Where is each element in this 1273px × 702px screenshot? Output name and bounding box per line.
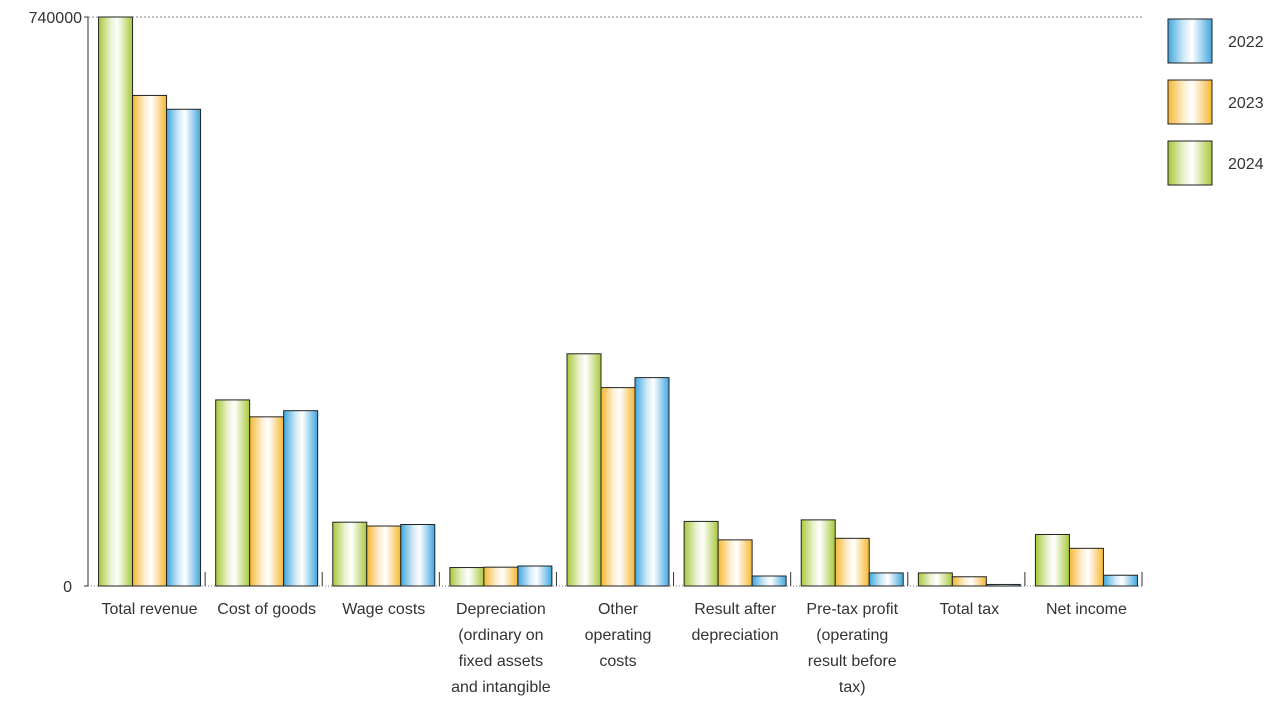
bar-2024-2 [332, 521, 368, 587]
bar-2023-4 [600, 387, 636, 587]
bar-2024-0 [98, 16, 134, 587]
bar-2022-6 [868, 572, 904, 587]
x-tick-label-0: Total revenue [102, 601, 198, 618]
bar-2023-2 [366, 525, 402, 587]
y-tick-label-max: 740000 [29, 10, 82, 27]
bar-2024-7 [917, 572, 953, 587]
x-tick-label-4: Other operating costs [585, 601, 652, 670]
legend-swatch-2024 [1167, 140, 1213, 186]
bar-2023-1 [249, 416, 285, 587]
bar-2023-5 [717, 539, 753, 587]
bar-2023-6 [834, 537, 870, 587]
bar-2023-7 [951, 576, 987, 587]
bar-2024-6 [800, 519, 836, 587]
bars-layer [98, 16, 1138, 587]
bar-2022-4 [634, 377, 670, 587]
bar-2022-2 [400, 523, 436, 587]
bar-2024-3 [449, 567, 485, 587]
x-tick-label-2: Wage costs [342, 601, 425, 618]
bar-2023-3 [483, 566, 519, 587]
bar-2022-7 [985, 583, 1021, 587]
category-labels: Total revenue Cost of goods Wage costs Depr… [102, 572, 1143, 696]
x-tick-label-8: Net income [1046, 601, 1127, 618]
legend-label-2022: 2022 [1228, 34, 1264, 51]
bar-2022-5 [751, 575, 787, 587]
legend-swatch-2022 [1167, 18, 1213, 64]
y-tick-label-min: 0 [63, 579, 72, 596]
bar-2022-3 [517, 565, 553, 587]
bar-2024-4 [566, 353, 602, 587]
bar-2024-1 [215, 399, 251, 587]
legend-label-2024: 2024 [1228, 156, 1264, 173]
x-tick-label-5: Result after depreciation [692, 601, 779, 644]
legend-label-2023: 2023 [1228, 95, 1264, 112]
x-tick-label-3: Depreciation (ordinary on fixed assets and … [451, 601, 551, 696]
x-tick-label-6: Pre-tax profit (operating result before tax… [806, 601, 898, 696]
x-tick-label-7: Total tax [940, 601, 1000, 618]
bar-2022-1 [283, 410, 319, 587]
legend: 2022 2023 2024 [1167, 18, 1264, 186]
x-tick-label-1: Cost of goods [217, 601, 316, 618]
legend-swatch-2023 [1167, 79, 1213, 125]
bar-2022-0 [166, 108, 202, 587]
bar-2024-5 [683, 520, 719, 587]
bar-2022-8 [1102, 574, 1138, 587]
bar-2023-8 [1068, 547, 1104, 587]
bar-2024-8 [1034, 533, 1070, 587]
bar-2023-0 [132, 94, 168, 587]
